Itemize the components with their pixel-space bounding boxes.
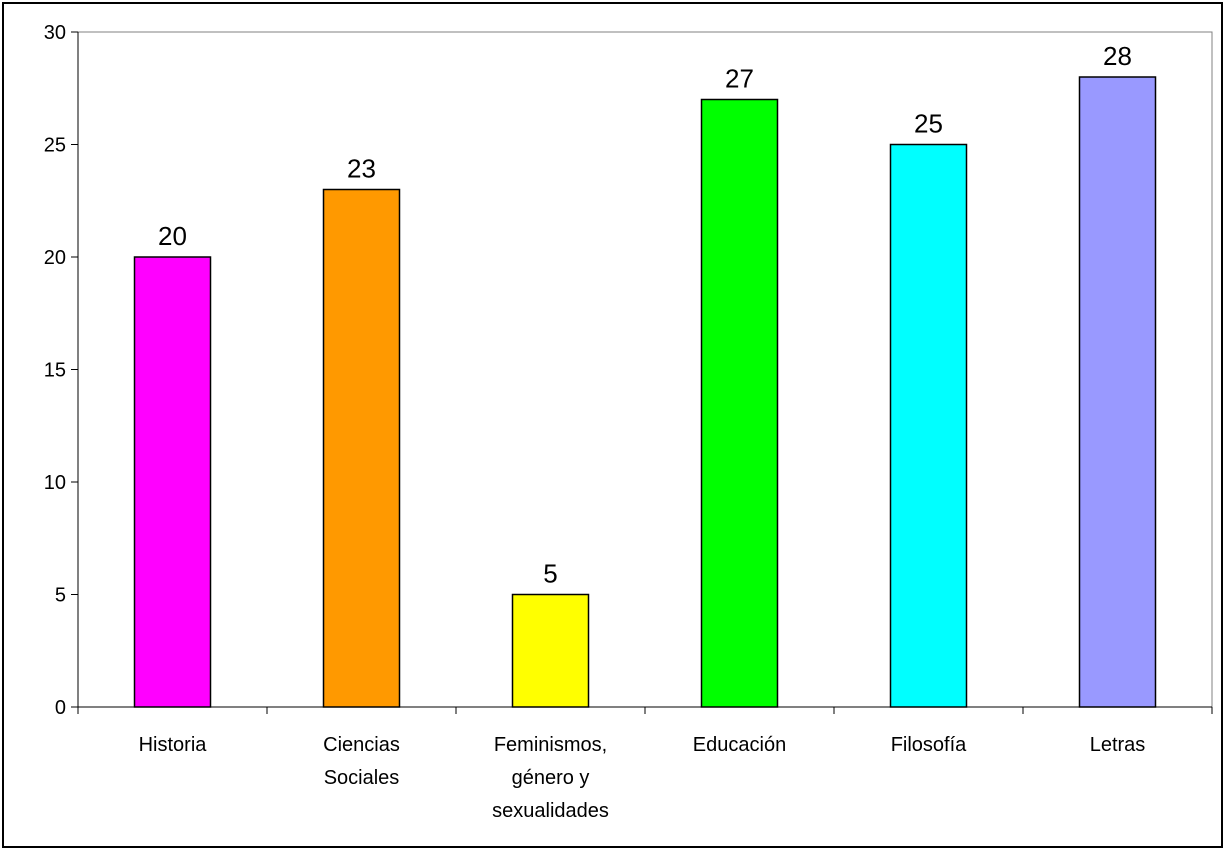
data-label: 25: [914, 109, 943, 139]
plot-area: 0 5 10 15 20 25 30 20 Historia 23 Ciencias Sociales…: [44, 22, 1213, 822]
category-label: Ciencias: [323, 734, 400, 756]
data-label: 23: [347, 154, 376, 184]
bar: [511, 593, 590, 708]
y-tick-label: 5: [55, 585, 66, 607]
bar: [700, 98, 779, 708]
category-label: Sociales: [324, 767, 400, 789]
bar: [1078, 76, 1157, 708]
data-label: 20: [158, 221, 187, 251]
category-label: Historia: [139, 734, 208, 756]
category-label: sexualidades: [492, 800, 609, 822]
data-label: 28: [1103, 41, 1132, 71]
category-label: Letras: [1090, 734, 1146, 756]
plot-border: [77, 31, 1213, 708]
category-label: Feminismos,: [494, 734, 607, 756]
bar: [889, 143, 968, 708]
y-tick-label: 30: [44, 22, 66, 44]
y-tick-label: 25: [44, 135, 66, 157]
data-label: 27: [725, 64, 754, 94]
bar: [133, 256, 212, 708]
category-label: género y: [512, 767, 590, 789]
y-tick-label: 20: [44, 247, 66, 269]
y-tick-label: 0: [55, 697, 66, 719]
data-label: 5: [543, 559, 557, 589]
bar: [322, 188, 401, 708]
category-label: Educación: [693, 734, 786, 756]
y-tick-label: 10: [44, 472, 66, 494]
y-tick-label: 15: [44, 360, 66, 382]
category-label: Filosofía: [891, 734, 967, 756]
